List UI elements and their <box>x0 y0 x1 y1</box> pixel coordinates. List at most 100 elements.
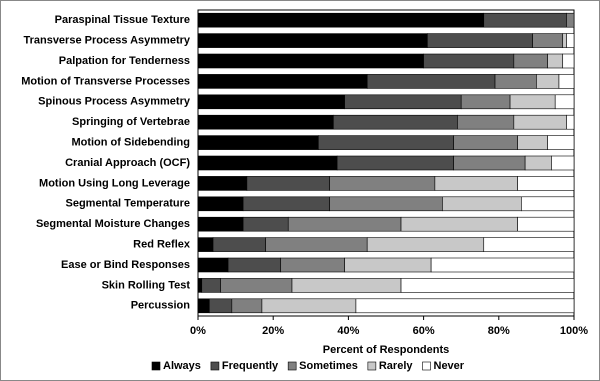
bar-segment <box>242 216 289 232</box>
y-tick-label: Motion of Sidebending <box>71 137 190 149</box>
bar-segment <box>430 257 575 273</box>
bar-segment <box>536 74 560 89</box>
bar-segment <box>400 278 575 293</box>
bar-segment <box>517 176 575 191</box>
bar-segment <box>246 176 330 191</box>
legend-swatch <box>422 361 431 371</box>
bar-segment <box>231 298 263 314</box>
bar-segment <box>355 298 575 314</box>
bar-segment <box>427 33 533 48</box>
x-axis-title: Percent of Respondents <box>323 344 450 356</box>
bar-segment <box>517 216 575 232</box>
legend-swatch <box>151 361 161 371</box>
bar-segment <box>329 196 443 212</box>
bar-segment <box>547 53 564 69</box>
bar-segment <box>197 278 203 293</box>
y-tick-label: Transverse Process Asymmetry <box>23 35 190 47</box>
bar-segment <box>197 155 338 171</box>
bar-segment <box>562 53 575 69</box>
bar-segment <box>566 33 575 48</box>
y-tick-label: Motion Using Long Leverage <box>39 177 190 189</box>
bar-segment <box>227 257 282 273</box>
bar-segment <box>566 12 575 28</box>
bar-segment <box>554 94 575 110</box>
bar-segment <box>423 53 515 69</box>
legend-label: Always <box>163 360 201 372</box>
bar-segment <box>329 176 436 191</box>
legend-swatch <box>367 361 377 371</box>
bar-segment <box>453 135 518 150</box>
y-tick-label: Percussion <box>131 300 191 312</box>
bar-segment <box>453 155 526 171</box>
bar-segment <box>521 196 575 212</box>
bar-segment <box>457 114 515 130</box>
x-tick-label: 40% <box>337 325 359 337</box>
bar-segment <box>366 74 496 89</box>
bar-segment <box>291 278 402 293</box>
y-tick-label: Motion of Transverse Processes <box>21 75 190 87</box>
x-tick-label: 0% <box>190 325 206 337</box>
bar-segment <box>265 237 368 252</box>
y-tick-label: Segmental Moisture Changes <box>36 218 190 230</box>
bar-segment <box>517 135 548 150</box>
y-tick-label: Springing of Vertebrae <box>72 116 190 128</box>
bar-segment <box>344 94 462 110</box>
bar-segment <box>197 237 214 252</box>
bar-segment <box>344 257 432 273</box>
bar-segment <box>197 33 428 48</box>
bar-segment <box>434 176 518 191</box>
bar-segment <box>336 155 454 171</box>
bar-segment <box>318 135 454 150</box>
y-tick-label: Red Reflex <box>133 239 191 251</box>
bar-segment <box>532 33 564 48</box>
x-tick-label: 80% <box>488 325 510 337</box>
bar-segment <box>197 135 319 150</box>
bar-segment <box>551 155 575 171</box>
bar-segment <box>494 74 537 89</box>
y-tick-label: Spinous Process Asymmetry <box>38 96 191 108</box>
bar-segment <box>242 196 330 212</box>
bar-segment <box>197 94 345 110</box>
bar-segment <box>197 298 210 314</box>
legend-swatch <box>210 361 220 371</box>
bar-segment <box>197 114 334 130</box>
bar-segment <box>287 216 402 232</box>
bar-segment <box>280 257 345 273</box>
bar-segment <box>197 257 229 273</box>
bar-segment <box>197 74 368 89</box>
bar-segment <box>566 114 575 130</box>
bar-segment <box>366 237 485 252</box>
x-tick-label: 20% <box>262 325 284 337</box>
legend-label: Never <box>434 360 465 372</box>
y-tick-label: Paraspinal Tissue Texture <box>55 14 190 26</box>
x-tick-label: 100% <box>560 325 588 337</box>
bar-segment <box>483 237 575 252</box>
bar-segment <box>208 298 233 314</box>
bar-segment <box>212 237 266 252</box>
y-tick-label: Segmental Temperature <box>65 198 190 210</box>
bar-segment <box>201 278 221 293</box>
y-tick-label: Cranial Approach (OCF) <box>65 157 190 169</box>
y-tick-label: Skin Rolling Test <box>102 279 191 291</box>
bar-segment <box>333 114 458 130</box>
y-tick-label: Palpation for Tenderness <box>59 55 190 67</box>
bar-segment <box>400 216 518 232</box>
bar-segment <box>220 278 293 293</box>
bar-segment <box>197 12 485 28</box>
bar-segment <box>524 155 552 171</box>
bar-segment <box>562 33 567 48</box>
bar-segment <box>197 196 244 212</box>
x-tick-label: 60% <box>413 325 435 337</box>
bar-segment <box>197 216 244 232</box>
legend-label: Frequently <box>222 360 279 372</box>
bar-segment <box>509 94 556 110</box>
bar-segment <box>547 135 575 150</box>
bar-segment <box>197 176 248 191</box>
legend-label: Sometimes <box>299 360 358 372</box>
bar-segment <box>261 298 357 314</box>
y-tick-label: Ease or Bind Responses <box>61 259 190 271</box>
legend-swatch <box>287 361 297 371</box>
bar-segment <box>460 94 511 110</box>
bar-segment <box>558 74 575 89</box>
